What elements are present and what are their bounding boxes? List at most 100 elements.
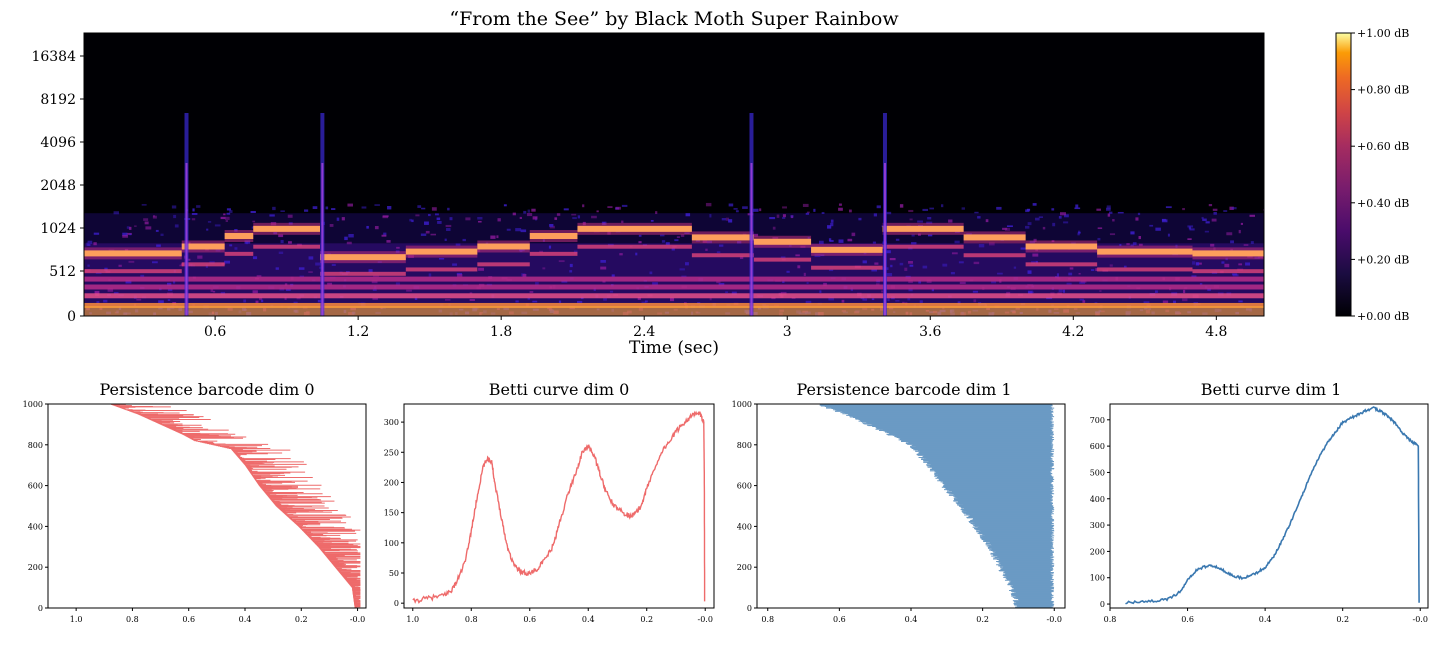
spectrogram-noise bbox=[1123, 265, 1127, 268]
spectrogram-noise bbox=[806, 282, 809, 284]
spectrogram-noise bbox=[1243, 244, 1249, 246]
x-tick-label: 0.2 bbox=[976, 615, 989, 624]
spectrogram-noise bbox=[1232, 274, 1239, 277]
spectrogram-noise bbox=[421, 207, 426, 210]
spectrogram-noise bbox=[490, 235, 496, 239]
spectrogram-noise bbox=[1187, 238, 1192, 241]
spectrogram-noise bbox=[225, 216, 230, 220]
spectrogram-noise bbox=[973, 261, 980, 265]
spectrogram-noise bbox=[520, 229, 527, 233]
spectrogram-noise bbox=[444, 299, 451, 301]
spectrogram-noise bbox=[128, 226, 132, 230]
spectrogram-noise bbox=[207, 221, 212, 223]
spectrogram-noise bbox=[1187, 225, 1194, 228]
spectrogram-noise bbox=[1052, 222, 1056, 227]
spectrogram-noise bbox=[374, 204, 380, 206]
y-tick-label: 4096 bbox=[40, 135, 76, 151]
spectrogram-noise bbox=[1201, 216, 1204, 219]
spectrogram-noise bbox=[1077, 232, 1080, 236]
spectrogram-noise bbox=[462, 238, 466, 242]
spectrogram-noise bbox=[1117, 211, 1124, 214]
x-tick-label: 0.4 bbox=[582, 615, 595, 624]
x-tick-label: 0.6 bbox=[1181, 615, 1194, 624]
spectrogram-noise bbox=[406, 289, 412, 292]
melody-segment bbox=[84, 250, 182, 257]
spectrogram-noise bbox=[899, 204, 904, 208]
spectrogram-noise bbox=[280, 210, 285, 212]
spectrogram-noise bbox=[571, 213, 577, 216]
melody-harmonic bbox=[529, 251, 578, 256]
spectrogram-noise bbox=[988, 242, 995, 246]
spectrogram-noise bbox=[818, 240, 824, 245]
spectrogram-noise bbox=[280, 239, 284, 244]
spectrogram-noise bbox=[1096, 208, 1101, 211]
spectrogram-noise bbox=[447, 207, 450, 211]
spectrogram-noise bbox=[252, 220, 256, 223]
spectrogram-noise bbox=[676, 236, 680, 239]
spectrogram-noise bbox=[477, 216, 483, 220]
spectrogram-noise bbox=[908, 288, 913, 292]
spectrogram-noise bbox=[134, 225, 137, 227]
spectrogram-noise bbox=[922, 265, 928, 269]
spectrogram-noise bbox=[515, 300, 519, 303]
spectrogram-noise bbox=[728, 203, 734, 207]
spectrogram-noise bbox=[596, 210, 599, 213]
spectrogram-noise bbox=[308, 256, 314, 260]
spectrogram-noise bbox=[522, 273, 527, 277]
spectrogram-noise bbox=[1062, 289, 1065, 293]
y-tick-label: 0 bbox=[394, 599, 399, 608]
spectrogram-noise bbox=[417, 205, 422, 208]
spectrogram-noise bbox=[1126, 243, 1130, 246]
spectrogram-noise bbox=[681, 275, 687, 278]
spectrogram-noise bbox=[978, 244, 985, 248]
spectrogram-noise bbox=[234, 247, 238, 250]
spectrogram-noise bbox=[650, 219, 654, 222]
percussive-hit-core bbox=[321, 163, 324, 316]
spectrogram-noise bbox=[649, 271, 653, 275]
spectrogram-noise bbox=[1211, 218, 1217, 222]
melody-segment bbox=[320, 254, 406, 261]
spectrogram-noise bbox=[972, 290, 978, 293]
spectrogram-noise bbox=[411, 219, 414, 223]
spectrogram-noise bbox=[532, 216, 538, 220]
spectrogram-noise bbox=[1027, 222, 1032, 226]
spectrogram-noise bbox=[299, 275, 305, 278]
spectrogram-noise bbox=[929, 207, 935, 210]
spectrogram-noise bbox=[607, 206, 613, 208]
melody-harmonic bbox=[405, 267, 478, 272]
y-tick-label: 0 bbox=[1100, 600, 1105, 609]
spectrogram-noise bbox=[907, 298, 911, 301]
spectrogram-noise bbox=[1079, 281, 1086, 284]
spectrogram-noise bbox=[261, 299, 264, 303]
spectrogram-noise bbox=[735, 210, 739, 213]
spectrogram-noise bbox=[908, 209, 914, 213]
spectrogram-noise bbox=[641, 301, 647, 304]
melody-segment bbox=[577, 225, 692, 232]
spectrogram-noise bbox=[549, 223, 554, 227]
spectrogram-noise bbox=[669, 297, 675, 302]
y-tick-label: 50 bbox=[389, 569, 399, 578]
spectrogram-noise bbox=[515, 228, 522, 232]
spectrogram-noise bbox=[709, 214, 712, 218]
x-tick-label: 0.6 bbox=[523, 615, 536, 624]
spectrogram-noise bbox=[759, 208, 762, 212]
y-tick-label: 150 bbox=[384, 509, 399, 518]
spectrogram-noise bbox=[940, 204, 944, 208]
y-tick-label: 200 bbox=[737, 563, 752, 572]
spectrogram-noise bbox=[125, 280, 132, 284]
spectrogram-noise bbox=[780, 256, 786, 259]
spectrogram-noise bbox=[298, 267, 305, 270]
spectrogram-noise bbox=[554, 217, 558, 220]
spectrogram-low-energy bbox=[84, 306, 1264, 316]
spectrogram-noise bbox=[705, 248, 708, 251]
spectrogram-noise bbox=[1132, 242, 1137, 246]
spectrogram-noise bbox=[917, 220, 923, 223]
spectrogram-noise bbox=[317, 299, 323, 303]
spectrogram-noise bbox=[549, 225, 555, 229]
spectrogram-noise bbox=[721, 217, 727, 221]
spectrogram-noise bbox=[931, 288, 935, 292]
spectrogram-noise bbox=[1167, 233, 1170, 237]
spectrogram-noise bbox=[348, 233, 354, 238]
spectrogram-noise bbox=[742, 206, 748, 209]
spectrogram-noise bbox=[1106, 207, 1111, 211]
